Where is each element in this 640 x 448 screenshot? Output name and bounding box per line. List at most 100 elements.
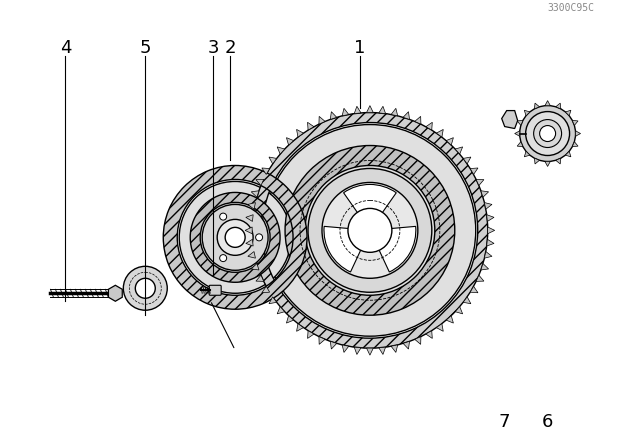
Polygon shape bbox=[524, 151, 530, 157]
Polygon shape bbox=[354, 106, 361, 114]
Polygon shape bbox=[319, 336, 325, 345]
Polygon shape bbox=[572, 121, 578, 125]
Circle shape bbox=[124, 266, 167, 310]
Polygon shape bbox=[476, 275, 484, 281]
Circle shape bbox=[264, 125, 476, 336]
Polygon shape bbox=[262, 168, 269, 174]
Polygon shape bbox=[484, 202, 492, 209]
Polygon shape bbox=[545, 161, 550, 167]
Polygon shape bbox=[436, 129, 444, 137]
Polygon shape bbox=[262, 286, 269, 293]
Polygon shape bbox=[476, 179, 484, 185]
Circle shape bbox=[220, 213, 227, 220]
Polygon shape bbox=[391, 108, 397, 116]
Polygon shape bbox=[481, 191, 488, 197]
Polygon shape bbox=[246, 215, 253, 221]
Text: 3: 3 bbox=[207, 39, 219, 57]
Polygon shape bbox=[415, 336, 421, 345]
Polygon shape bbox=[287, 138, 294, 145]
Text: 2: 2 bbox=[225, 39, 236, 57]
Polygon shape bbox=[556, 103, 561, 109]
Polygon shape bbox=[534, 103, 540, 109]
Circle shape bbox=[525, 112, 570, 155]
Polygon shape bbox=[277, 306, 285, 314]
Polygon shape bbox=[565, 110, 571, 116]
Polygon shape bbox=[308, 122, 314, 130]
Circle shape bbox=[308, 168, 432, 292]
Polygon shape bbox=[296, 323, 303, 332]
Wedge shape bbox=[370, 226, 416, 272]
Polygon shape bbox=[391, 345, 397, 353]
Circle shape bbox=[135, 278, 156, 298]
Polygon shape bbox=[403, 112, 410, 120]
Circle shape bbox=[217, 220, 253, 255]
Polygon shape bbox=[256, 275, 264, 281]
Polygon shape bbox=[403, 341, 410, 349]
Circle shape bbox=[255, 234, 262, 241]
Circle shape bbox=[225, 228, 245, 247]
Polygon shape bbox=[330, 341, 337, 349]
Polygon shape bbox=[470, 286, 478, 293]
Polygon shape bbox=[515, 131, 520, 136]
Polygon shape bbox=[367, 348, 373, 355]
Polygon shape bbox=[484, 251, 492, 258]
Polygon shape bbox=[463, 297, 471, 304]
Polygon shape bbox=[517, 121, 523, 125]
Polygon shape bbox=[436, 323, 444, 332]
Polygon shape bbox=[308, 331, 314, 338]
Polygon shape bbox=[463, 157, 471, 164]
Polygon shape bbox=[287, 315, 294, 323]
Text: 3300C95C: 3300C95C bbox=[548, 3, 595, 13]
Polygon shape bbox=[488, 227, 495, 234]
Polygon shape bbox=[415, 116, 421, 124]
Polygon shape bbox=[481, 263, 488, 270]
Wedge shape bbox=[344, 185, 396, 230]
Polygon shape bbox=[269, 157, 276, 164]
Circle shape bbox=[202, 204, 268, 270]
Polygon shape bbox=[256, 179, 264, 185]
Polygon shape bbox=[565, 151, 571, 157]
Polygon shape bbox=[486, 239, 494, 246]
Circle shape bbox=[322, 182, 418, 278]
Polygon shape bbox=[455, 306, 463, 314]
Polygon shape bbox=[575, 131, 580, 136]
Polygon shape bbox=[330, 112, 337, 120]
Polygon shape bbox=[572, 142, 578, 146]
Polygon shape bbox=[524, 110, 530, 116]
Circle shape bbox=[540, 125, 556, 142]
Polygon shape bbox=[502, 111, 518, 129]
Circle shape bbox=[534, 120, 561, 147]
Circle shape bbox=[179, 181, 291, 293]
Polygon shape bbox=[426, 331, 432, 338]
Text: 6: 6 bbox=[542, 413, 554, 431]
Circle shape bbox=[220, 254, 227, 262]
Polygon shape bbox=[342, 108, 349, 116]
Wedge shape bbox=[324, 226, 370, 272]
Polygon shape bbox=[455, 147, 463, 154]
Polygon shape bbox=[277, 147, 285, 154]
Polygon shape bbox=[296, 129, 303, 137]
Polygon shape bbox=[319, 116, 325, 124]
Polygon shape bbox=[379, 347, 385, 354]
FancyBboxPatch shape bbox=[209, 285, 221, 295]
Polygon shape bbox=[252, 263, 259, 270]
Text: 1: 1 bbox=[355, 39, 365, 57]
Polygon shape bbox=[245, 227, 252, 234]
Polygon shape bbox=[486, 215, 494, 221]
Polygon shape bbox=[446, 315, 453, 323]
Polygon shape bbox=[446, 138, 453, 145]
Polygon shape bbox=[556, 158, 561, 164]
Polygon shape bbox=[379, 106, 385, 114]
Text: 4: 4 bbox=[60, 39, 71, 57]
Polygon shape bbox=[367, 106, 373, 112]
Polygon shape bbox=[248, 202, 255, 209]
Polygon shape bbox=[354, 347, 361, 354]
Circle shape bbox=[520, 106, 575, 161]
Polygon shape bbox=[426, 122, 432, 130]
Polygon shape bbox=[470, 168, 478, 174]
Polygon shape bbox=[246, 239, 253, 246]
Polygon shape bbox=[342, 345, 349, 353]
Polygon shape bbox=[269, 297, 276, 304]
Circle shape bbox=[348, 208, 392, 252]
Polygon shape bbox=[517, 142, 523, 146]
